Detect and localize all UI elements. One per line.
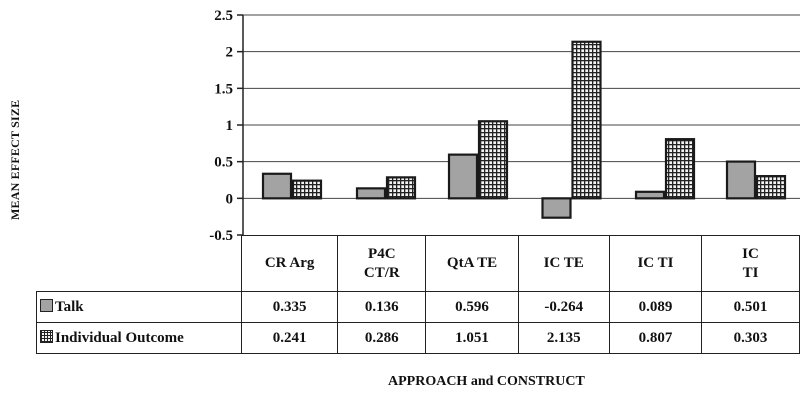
data-label-individual-outcome: 2.135 xyxy=(517,322,610,354)
category-label: CR Arg xyxy=(241,235,339,292)
individual-outcome-swatch-icon xyxy=(40,329,53,343)
x-axis-title: APPROACH and CONSTRUCT xyxy=(388,374,585,389)
series-name-individual-outcome: Individual Outcome xyxy=(55,329,184,346)
y-tick-label: 2.5 xyxy=(214,8,233,24)
data-label-individual-outcome: 1.051 xyxy=(425,322,519,354)
y-tick-label: 2 xyxy=(226,45,234,61)
category-label: IC TE xyxy=(517,235,610,292)
talk-swatch-icon xyxy=(40,298,53,312)
data-label-talk: 0.596 xyxy=(425,291,519,323)
category-label: QtA TE xyxy=(425,235,519,292)
bar-individual-outcome xyxy=(291,179,323,200)
y-tick-label: 0 xyxy=(226,191,234,207)
data-label-talk: -0.264 xyxy=(517,291,610,323)
series-name-talk: Talk xyxy=(55,298,84,315)
bar-talk xyxy=(261,172,293,200)
bar-talk xyxy=(541,197,572,219)
legend-entry-talk: Talk xyxy=(35,291,243,323)
bar-talk xyxy=(634,190,666,200)
table-row-individual-outcome: Individual Outcome 0.241 0.286 1.051 2.1… xyxy=(35,322,800,354)
bar-individual-outcome xyxy=(664,138,696,200)
bar-talk xyxy=(725,160,757,200)
data-label-individual-outcome: 0.286 xyxy=(337,322,427,354)
data-table: CR Arg P4C CT/R QtA TE IC TE IC TI IC TI T… xyxy=(35,235,800,354)
bar-individual-outcome xyxy=(477,120,509,200)
data-label-individual-outcome: 0.303 xyxy=(701,322,800,354)
category-label: IC TI xyxy=(701,235,800,292)
bar-talk xyxy=(355,187,387,200)
data-label-individual-outcome: 0.807 xyxy=(608,322,703,354)
bar-individual-outcome xyxy=(755,175,787,200)
bar-individual-outcome xyxy=(571,40,602,200)
legend-entry-individual-outcome: Individual Outcome xyxy=(35,322,243,354)
data-label-talk: 0.335 xyxy=(241,291,339,323)
y-tick-label: 1.5 xyxy=(214,81,233,97)
data-label-talk: 0.501 xyxy=(701,291,800,323)
data-label-talk: 0.136 xyxy=(337,291,427,323)
y-axis-ticks: 2.521.510.50-0.5 xyxy=(209,8,233,244)
y-axis-title: MEAN EFFECT SIZE xyxy=(8,99,22,220)
table-header-row: CR Arg P4C CT/R QtA TE IC TE IC TI IC TI xyxy=(36,235,800,292)
bar-individual-outcome xyxy=(385,176,417,200)
data-label-talk: 0.089 xyxy=(608,291,703,323)
table-row-talk: Talk 0.335 0.136 0.596 -0.264 0.089 0.50… xyxy=(35,291,800,323)
category-label: IC TI xyxy=(608,235,703,292)
data-label-individual-outcome: 0.241 xyxy=(241,322,339,354)
bars xyxy=(261,40,787,219)
y-tick-label: 0.5 xyxy=(214,155,233,171)
gridlines xyxy=(237,14,800,236)
bar-talk xyxy=(447,153,479,200)
y-tick-label: 1 xyxy=(226,118,234,134)
table-corner xyxy=(36,235,243,292)
category-label: P4C CT/R xyxy=(337,235,427,292)
